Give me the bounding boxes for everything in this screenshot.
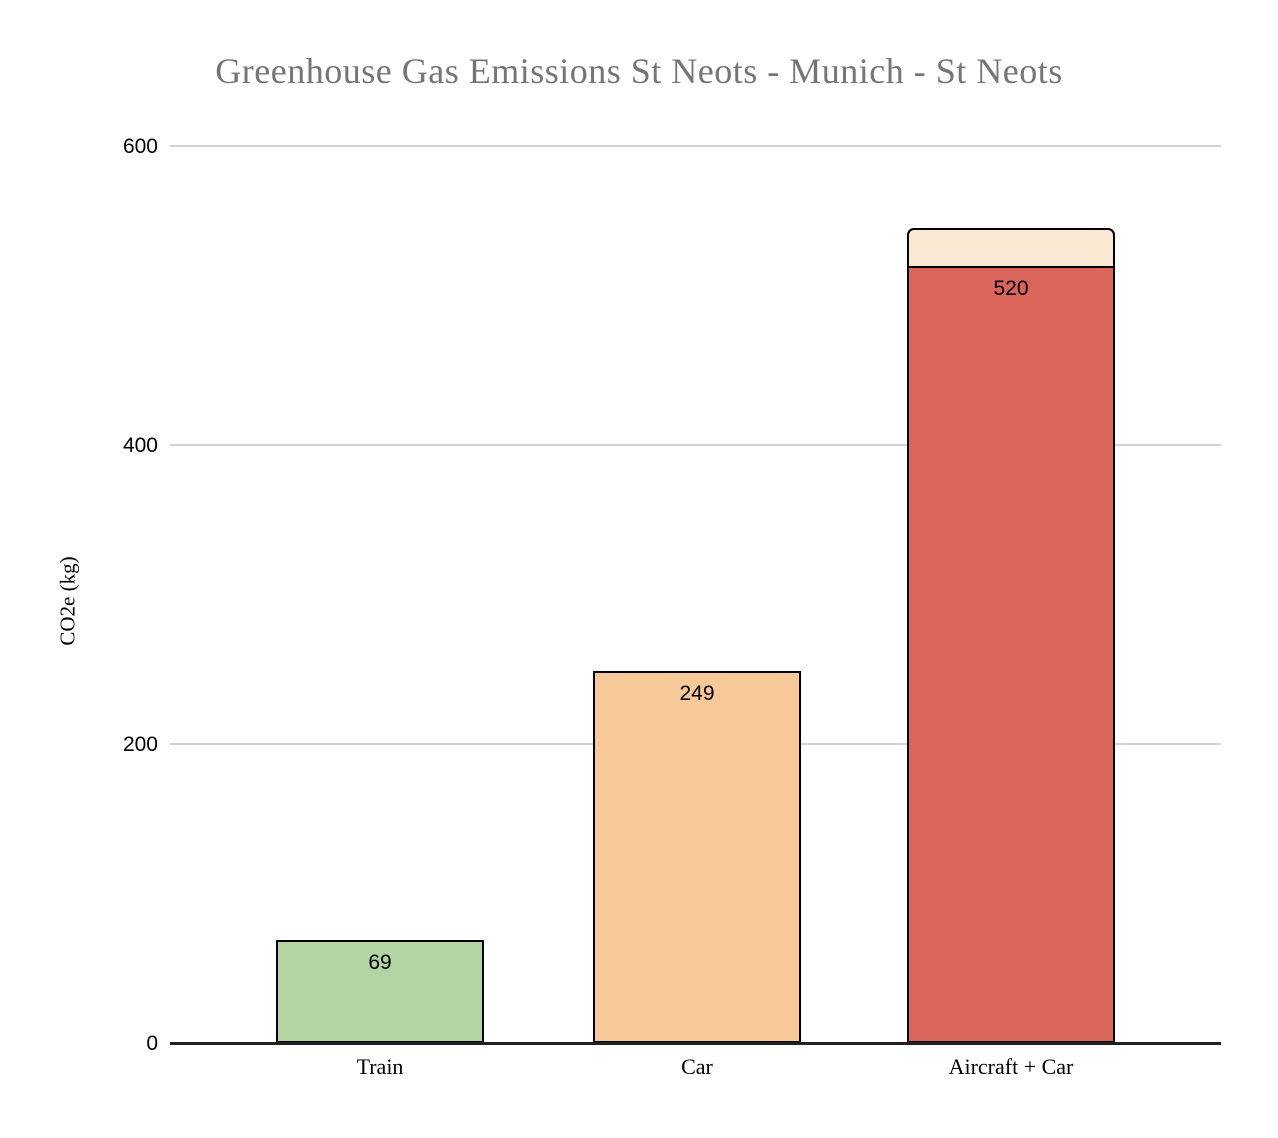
chart-title: Greenhouse Gas Emissions St Neots - Muni…	[215, 51, 1063, 91]
bar-segment-aircraft-car	[907, 265, 1115, 1043]
category-label-train: Train	[356, 1054, 404, 1079]
bar-segment-train	[276, 939, 484, 1043]
x-axis-line	[170, 1042, 1221, 1045]
bar-segment-aircraft-car	[907, 228, 1115, 266]
y-tick-label-600: 600	[122, 135, 158, 158]
bar-value-label: 69	[368, 950, 392, 974]
bar-value-label: 249	[679, 681, 715, 705]
bar-segment-car	[593, 670, 801, 1043]
category-label-car: Car	[681, 1054, 713, 1079]
gridline-600	[170, 145, 1221, 147]
bar-value-label: 520	[993, 276, 1029, 300]
gridline-400	[170, 444, 1221, 446]
y-tick-label-0: 0	[146, 1032, 158, 1055]
category-label-aircraft-car: Aircraft + Car	[948, 1054, 1074, 1079]
y-tick-label-400: 400	[122, 434, 158, 457]
y-tick-label-200: 200	[122, 733, 158, 756]
